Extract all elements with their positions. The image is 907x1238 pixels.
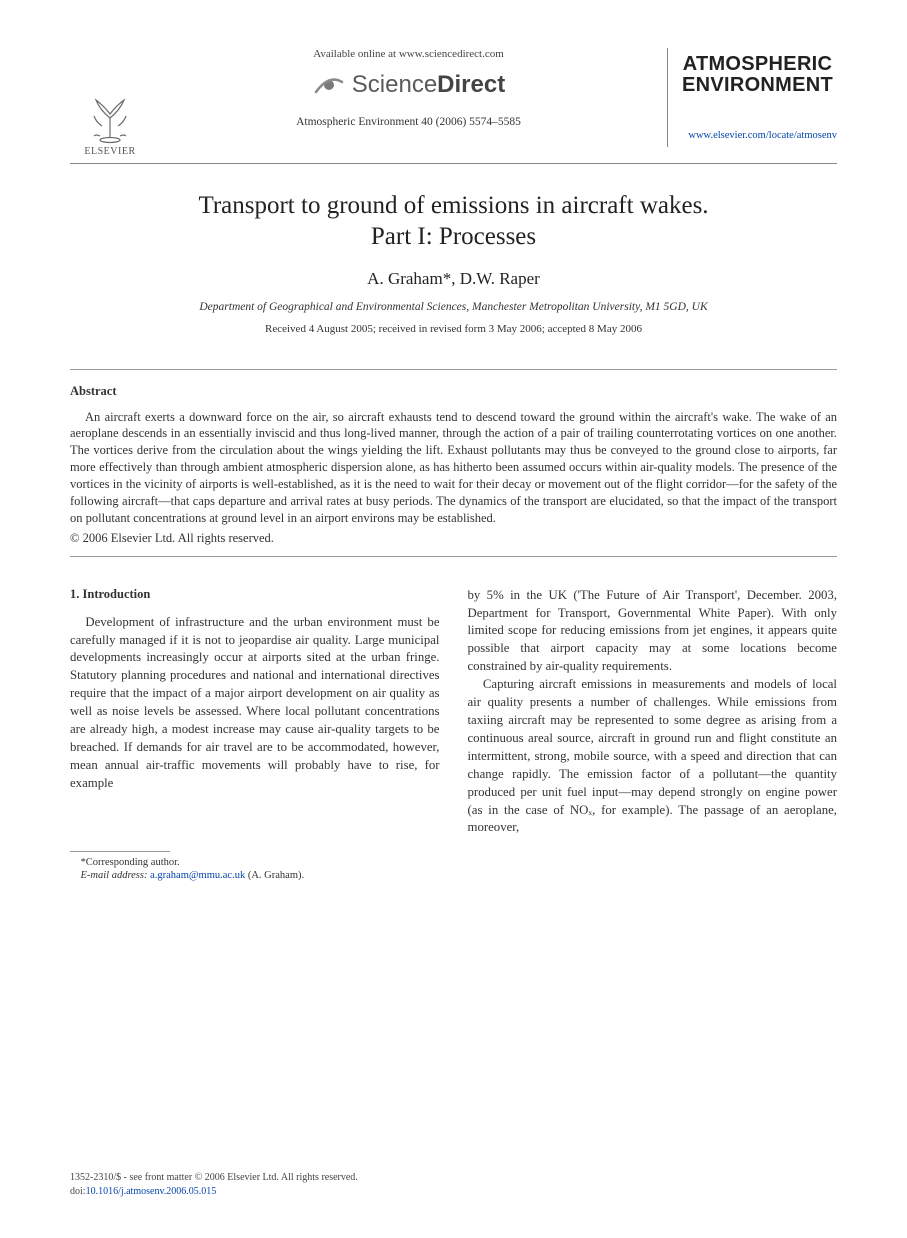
journal-url: www.elsevier.com/locate/atmosenv: [678, 130, 837, 141]
footnote-rule: [70, 851, 170, 852]
section-heading: 1. Introduction: [70, 587, 440, 602]
right-column: by 5% in the UK ('The Future of Air Tran…: [468, 587, 838, 883]
abstract-copyright: © 2006 Elsevier Ltd. All rights reserved…: [70, 531, 837, 546]
journal-title-box: ATMOSPHERIC ENVIRONMENT www.elsevier.com…: [667, 48, 837, 147]
affiliation: Department of Geographical and Environme…: [70, 301, 837, 313]
journal-title-line1: ATMOSPHERIC: [678, 54, 837, 75]
journal-reference: Atmospheric Environment 40 (2006) 5574–5…: [160, 116, 657, 128]
sciencedirect-logo: ScienceDirect: [312, 68, 505, 102]
journal-url-link[interactable]: www.elsevier.com/locate/atmosenv: [688, 130, 837, 141]
sciencedirect-swoosh-icon: [312, 68, 346, 102]
sciencedirect-text: ScienceDirect: [352, 71, 505, 99]
article-dates: Received 4 August 2005; received in revi…: [70, 323, 837, 335]
journal-title-line2: ENVIRONMENT: [678, 75, 837, 96]
body-columns: 1. Introduction Development of infrastru…: [70, 587, 837, 883]
left-column: 1. Introduction Development of infrastru…: [70, 587, 440, 883]
doi-line: doi:10.1016/j.atmosenv.2006.05.015: [70, 1185, 358, 1199]
abstract-bottom-rule: [70, 556, 837, 557]
authors: A. Graham*, D.W. Raper: [70, 269, 837, 289]
email-footnote: E-mail address: a.graham@mmu.ac.uk (A. G…: [70, 869, 440, 883]
issn-copyright-line: 1352-2310/$ - see front matter © 2006 El…: [70, 1171, 358, 1185]
abstract-text: An aircraft exerts a downward force on t…: [70, 409, 837, 527]
header-rule: [70, 163, 837, 164]
header-row: ELSEVIER Available online at www.science…: [70, 48, 837, 157]
doi-link[interactable]: 10.1016/j.atmosenv.2006.05.015: [86, 1186, 217, 1197]
email-suffix: (A. Graham).: [245, 870, 304, 881]
footer-meta: 1352-2310/$ - see front matter © 2006 El…: [70, 1171, 358, 1198]
publisher-logo-block: ELSEVIER: [70, 48, 150, 157]
body-paragraph: Capturing aircraft emissions in measurem…: [468, 676, 838, 837]
article-title: Transport to ground of emissions in airc…: [70, 190, 837, 253]
abstract-top-rule: [70, 369, 837, 370]
available-online-text: Available online at www.sciencedirect.co…: [160, 48, 657, 60]
corresponding-author-note: *Corresponding author.: [70, 856, 440, 870]
email-label: E-mail address:: [81, 870, 148, 881]
author-email-link[interactable]: a.graham@mmu.ac.uk: [150, 870, 245, 881]
header-center: Available online at www.sciencedirect.co…: [150, 48, 667, 128]
body-paragraph: Development of infrastructure and the ur…: [70, 614, 440, 793]
publisher-label: ELSEVIER: [70, 146, 150, 157]
elsevier-tree-icon: [82, 88, 138, 144]
abstract-heading: Abstract: [70, 384, 837, 399]
body-paragraph: by 5% in the UK ('The Future of Air Tran…: [468, 587, 838, 677]
